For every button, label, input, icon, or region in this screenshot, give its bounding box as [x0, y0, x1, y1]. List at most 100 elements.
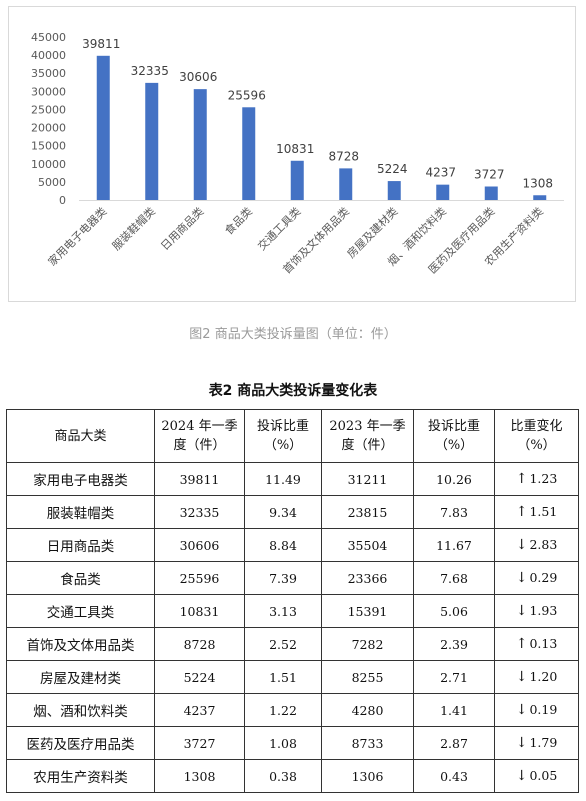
y-tick-label: 40000	[31, 49, 66, 62]
cell-share-2024: 0.38	[244, 759, 322, 793]
y-tick-label: 10000	[31, 158, 66, 171]
cell-share-2024: 3.13	[244, 594, 322, 628]
table-row: 日用商品类 30606 8.84 35504 11.67 ↓ 2.83	[6, 528, 579, 562]
bar	[145, 82, 159, 200]
cell-share-change: ↓ 1.79	[494, 726, 579, 760]
y-tick-label: 0	[59, 194, 66, 207]
cell-category: 服装鞋帽类	[6, 495, 155, 529]
cell-count-2023: 23815	[321, 495, 414, 529]
cell-category: 医药及医疗用品类	[6, 726, 155, 760]
y-tick-label: 25000	[31, 103, 66, 116]
cell-count-2024: 1308	[154, 759, 245, 793]
header-category: 商品大类	[6, 409, 155, 463]
share-change-value: 0.13	[529, 636, 558, 651]
cell-count-2023: 15391	[321, 594, 414, 628]
y-tick-label: 35000	[31, 67, 66, 80]
cell-share-2024: 1.08	[244, 726, 322, 760]
bar	[96, 55, 110, 200]
share-change-value: 1.20	[529, 669, 558, 684]
cell-share-2023: 5.06	[413, 594, 495, 628]
header-share-change: 比重变化（%）	[494, 409, 579, 463]
header-share-2024-text: 投诉比重（%）	[257, 419, 310, 453]
arrow-down-icon: ↓	[515, 669, 528, 685]
arrow-down-icon: ↓	[515, 570, 528, 586]
share-change-value: 1.51	[529, 504, 558, 519]
x-tick-label: 日用商品类	[158, 204, 207, 253]
x-tick-label: 食品类	[222, 204, 255, 237]
cell-count-2023: 1306	[321, 759, 414, 793]
arrow-down-icon: ↓	[515, 768, 528, 784]
cell-count-2023: 35504	[321, 528, 414, 562]
cell-count-2024: 30606	[154, 528, 245, 562]
cell-share-change: ↓ 1.20	[494, 660, 579, 694]
cell-share-change: ↓ 0.19	[494, 693, 579, 727]
bar	[242, 107, 256, 200]
cell-share-2024: 7.39	[244, 561, 322, 595]
data-label: 10831	[276, 142, 314, 156]
arrow-up-icon: ↑	[515, 636, 528, 652]
cell-share-2024: 2.52	[244, 627, 322, 661]
cell-count-2024: 10831	[154, 594, 245, 628]
data-label: 39811	[82, 37, 120, 51]
cell-count-2024: 5224	[154, 660, 245, 694]
table-row: 家用电子电器类 39811 11.49 31211 10.26 ↑ 1.23	[6, 462, 579, 496]
cell-share-2023: 2.39	[413, 627, 495, 661]
cell-share-2023: 7.83	[413, 495, 495, 529]
table-row: 食品类 25596 7.39 23366 7.68 ↓ 0.29	[6, 561, 579, 595]
cell-category: 农用生产资料类	[6, 759, 155, 793]
arrow-down-icon: ↓	[515, 537, 528, 553]
data-label: 32335	[131, 64, 169, 78]
share-change-value: 2.83	[529, 537, 558, 552]
header-share-change-text: 比重变化（%）	[510, 419, 563, 453]
arrow-up-icon: ↑	[515, 504, 528, 520]
header-share-2024: 投诉比重（%）	[244, 409, 322, 463]
bar	[533, 195, 547, 200]
cell-share-change: ↑ 1.23	[494, 462, 579, 496]
cell-share-2024: 9.34	[244, 495, 322, 529]
cell-count-2023: 23366	[321, 561, 414, 595]
x-tick-label: 家用电子电器类	[45, 204, 109, 268]
cell-share-2024: 11.49	[244, 462, 322, 496]
cell-share-2024: 8.84	[244, 528, 322, 562]
header-count-2023-text: 2023 年一季度（件）	[329, 419, 406, 453]
share-change-value: 1.23	[529, 471, 558, 486]
table-row: 农用生产资料类 1308 0.38 1306 0.43 ↓ 0.05	[6, 759, 579, 793]
table-row: 服装鞋帽类 32335 9.34 23815 7.83 ↑ 1.51	[6, 495, 579, 529]
cell-count-2024: 3727	[154, 726, 245, 760]
cell-count-2024: 4237	[154, 693, 245, 727]
cell-count-2023: 4280	[321, 693, 414, 727]
header-count-2023: 2023 年一季度（件）	[321, 409, 414, 463]
figure-caption: 图2 商品大类投诉量图（单位：件）	[189, 327, 397, 342]
cell-share-2024: 1.51	[244, 660, 322, 694]
data-label: 5224	[377, 162, 408, 176]
data-label: 30606	[179, 70, 217, 84]
share-change-value: 1.79	[529, 735, 558, 750]
y-tick-label: 20000	[31, 122, 66, 135]
y-tick-label: 30000	[31, 85, 66, 98]
table-row: 烟、酒和饮料类 4237 1.22 4280 1.41 ↓ 0.19	[6, 693, 579, 727]
cell-share-2024: 1.22	[244, 693, 322, 727]
cell-share-change: ↓ 0.05	[494, 759, 579, 793]
header-count-2024: 2024 年一季度（件）	[154, 409, 245, 463]
cell-share-2023: 7.68	[413, 561, 495, 595]
cell-count-2023: 8733	[321, 726, 414, 760]
x-tick-label: 交通工具类	[255, 204, 304, 253]
y-tick-label: 45000	[31, 31, 66, 44]
arrow-down-icon: ↓	[515, 603, 528, 619]
bar-chart-figure: 0 5000 10000 15000 20000 25000 30000 35000 40000…	[8, 6, 576, 302]
cell-share-2023: 2.71	[413, 660, 495, 694]
data-label: 8728	[328, 149, 359, 163]
y-tick-label: 5000	[38, 176, 66, 189]
cell-share-2023: 1.41	[413, 693, 495, 727]
cell-category: 首饰及文体用品类	[6, 627, 155, 661]
data-label: 25596	[228, 88, 266, 102]
cell-count-2024: 32335	[154, 495, 245, 529]
bar	[290, 160, 304, 200]
table-title: 表2 商品大类投诉量变化表	[208, 383, 378, 399]
share-change-value: 0.29	[529, 570, 558, 585]
y-tick-label: 15000	[31, 140, 66, 153]
share-change-value: 1.93	[529, 603, 558, 618]
cell-count-2024: 25596	[154, 561, 245, 595]
cell-count-2023: 31211	[321, 462, 414, 496]
share-change-value: 0.19	[529, 702, 558, 717]
